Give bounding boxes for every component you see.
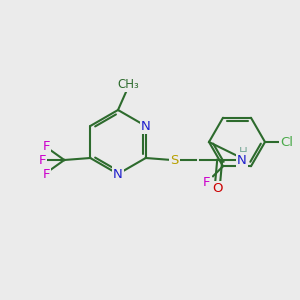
- Text: O: O: [212, 182, 223, 196]
- Text: F: F: [38, 154, 46, 166]
- Text: F: F: [43, 140, 50, 152]
- Text: F: F: [43, 167, 50, 181]
- Text: N: N: [113, 167, 123, 181]
- Text: N: N: [141, 119, 151, 133]
- Text: F: F: [203, 176, 211, 189]
- Text: Cl: Cl: [280, 136, 293, 148]
- Text: CH₃: CH₃: [117, 79, 139, 92]
- Text: N: N: [237, 154, 247, 166]
- Text: S: S: [170, 154, 179, 166]
- Text: H: H: [239, 146, 248, 160]
